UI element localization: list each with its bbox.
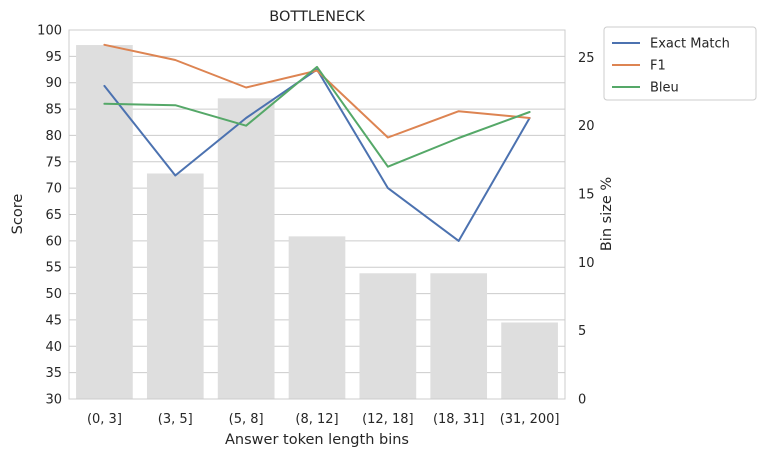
bar [430, 273, 488, 399]
y-axis-label: Score [10, 194, 26, 235]
y-tick-label: 45 [45, 313, 62, 328]
y2-tick-label: 10 [578, 256, 595, 271]
y2-tick-label: 20 [578, 119, 595, 134]
y-tick-label: 95 [45, 50, 62, 65]
legend-frame [603, 26, 757, 101]
plot-frame [68, 29, 566, 400]
bars [76, 45, 558, 400]
series-lines [103, 43, 531, 242]
y-tick-label: 100 [37, 24, 62, 39]
series-line [103, 68, 531, 242]
y-tick-label: 70 [45, 182, 62, 197]
y-tick-label: 35 [45, 366, 62, 381]
y-tick-label: 40 [45, 340, 62, 355]
legend-label: Bleu [650, 81, 679, 96]
legend: Exact Match F1 Bleu [603, 26, 757, 101]
y2-tick-label: 25 [578, 51, 595, 66]
y-tick-label: 60 [45, 234, 62, 249]
y2-tick-label: 15 [578, 188, 595, 203]
bar [76, 45, 133, 400]
x-tick-label: (0, 3] [87, 412, 122, 427]
legend-label: F1 [650, 59, 666, 74]
x-tick-label: (31, 200] [500, 412, 560, 427]
y-tick-label: 55 [45, 261, 62, 276]
y2-tick-label: 0 [578, 393, 586, 408]
x-axis-ticks: (0, 3] (3, 5] (5, 8] (8, 12] (12, 18] (18, 31… [87, 412, 560, 427]
bar [359, 273, 417, 399]
bar [217, 98, 275, 399]
y2-tick-label: 5 [578, 324, 586, 339]
bar [501, 322, 558, 399]
y-tick-label: 85 [45, 103, 62, 118]
series-line [103, 43, 531, 139]
chart-title: BOTTLENECK [269, 9, 365, 25]
y-axis-ticks: 30 35 40 45 50 55 60 65 70 75 80 85 90 95 100 [37, 24, 62, 408]
y2-axis-label: Bin size % [599, 177, 615, 251]
x-axis-label: Answer token length bins [225, 432, 409, 448]
series-line [103, 65, 531, 168]
x-tick-label: (18, 31] [433, 412, 485, 427]
x-tick-label: (3, 5] [158, 412, 193, 427]
bar [146, 173, 204, 399]
y-tick-label: 65 [45, 208, 62, 223]
y-tick-label: 90 [45, 76, 62, 91]
y-tick-label: 80 [45, 129, 62, 144]
y-tick-label: 75 [45, 155, 62, 170]
bar [288, 236, 346, 399]
x-tick-label: (5, 8] [229, 412, 264, 427]
legend-label: Exact Match [650, 37, 730, 52]
y-tick-label: 50 [45, 287, 62, 302]
y-tick-label: 30 [45, 393, 62, 408]
y2-axis-ticks: 0 5 10 15 20 25 [578, 51, 595, 408]
x-tick-label: (12, 18] [362, 412, 414, 427]
x-tick-label: (8, 12] [295, 412, 338, 427]
